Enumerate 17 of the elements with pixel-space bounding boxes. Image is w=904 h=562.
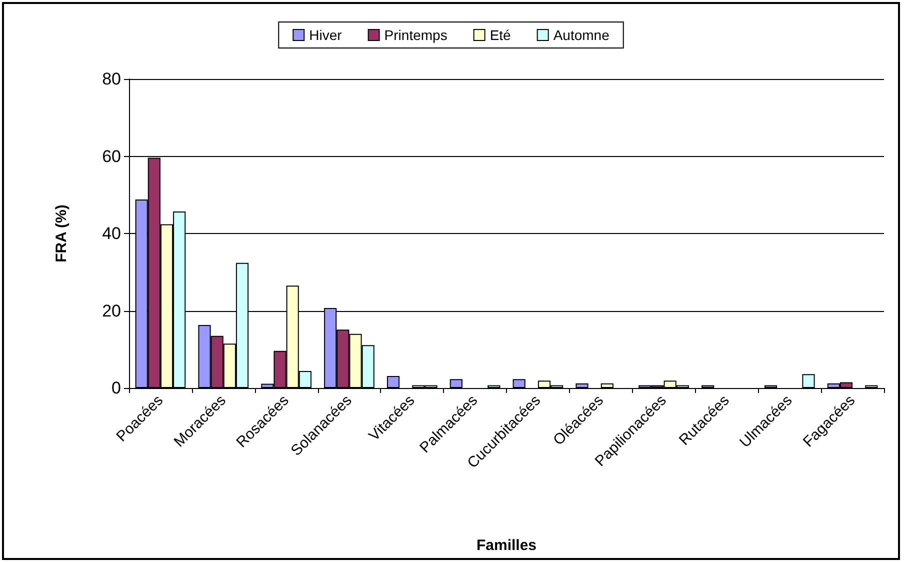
y-tick-label: 40 (102, 224, 121, 243)
legend-label: Hiver (309, 27, 342, 43)
bar (512, 379, 526, 388)
bar (386, 376, 400, 388)
bar (600, 383, 614, 388)
y-tick-label: 60 (102, 146, 121, 166)
y-tick-label: 80 (102, 70, 121, 88)
legend-label: Eté (490, 27, 512, 43)
legend-label: Printemps (384, 27, 448, 43)
y-tick-label: 0 (112, 378, 121, 398)
legend-label: Automne (553, 27, 610, 43)
bar (450, 379, 462, 388)
bar (576, 383, 588, 388)
y-tick-label: 20 (102, 301, 121, 320)
x-axis-title: Familles (476, 537, 537, 554)
bar (802, 374, 815, 388)
y-axis-title: FRA (%) (53, 204, 70, 262)
